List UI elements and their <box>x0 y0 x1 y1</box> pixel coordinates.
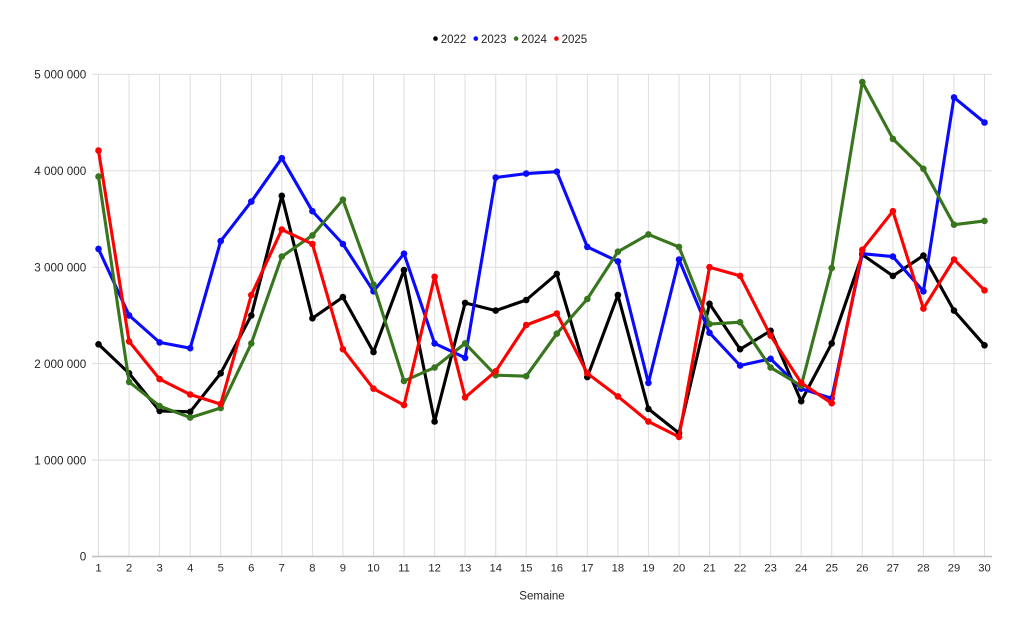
svg-text:2 000 000: 2 000 000 <box>34 358 86 371</box>
svg-text:0: 0 <box>80 551 87 564</box>
svg-text:22: 22 <box>734 563 746 575</box>
svg-text:Semaine: Semaine <box>519 591 564 603</box>
svg-text:7: 7 <box>279 563 285 575</box>
svg-text:19: 19 <box>642 563 654 575</box>
svg-text:4 000 000: 4 000 000 <box>34 165 86 178</box>
svg-text:3: 3 <box>156 563 162 575</box>
svg-text:14: 14 <box>489 563 501 575</box>
svg-text:4: 4 <box>187 563 193 575</box>
svg-text:23: 23 <box>764 563 776 575</box>
svg-text:5 000 000: 5 000 000 <box>34 69 86 82</box>
svg-text:21: 21 <box>703 563 715 575</box>
svg-text:2: 2 <box>126 563 132 575</box>
svg-text:2023: 2023 <box>481 34 507 46</box>
svg-text:30: 30 <box>978 563 990 575</box>
svg-text:17: 17 <box>581 563 593 575</box>
svg-text:29: 29 <box>948 563 960 575</box>
svg-text:24: 24 <box>795 563 807 575</box>
svg-text:1: 1 <box>95 563 101 575</box>
svg-text:10: 10 <box>367 563 379 575</box>
svg-text:2025: 2025 <box>562 34 588 46</box>
svg-text:3 000 000: 3 000 000 <box>34 261 86 274</box>
svg-text:18: 18 <box>612 563 624 575</box>
svg-text:28: 28 <box>917 563 929 575</box>
svg-text:26: 26 <box>856 563 868 575</box>
svg-text:6: 6 <box>248 563 254 575</box>
svg-text:8: 8 <box>309 563 315 575</box>
svg-text:13: 13 <box>459 563 471 575</box>
svg-text:9: 9 <box>340 563 346 575</box>
svg-text:1 000 000: 1 000 000 <box>34 454 86 467</box>
svg-text:2022: 2022 <box>441 34 467 46</box>
svg-text:20: 20 <box>673 563 685 575</box>
svg-text:27: 27 <box>887 563 899 575</box>
svg-text:25: 25 <box>825 563 837 575</box>
svg-text:11: 11 <box>398 563 410 575</box>
svg-text:2024: 2024 <box>521 34 547 46</box>
svg-text:12: 12 <box>428 563 440 575</box>
svg-text:15: 15 <box>520 563 532 575</box>
svg-text:16: 16 <box>551 563 563 575</box>
svg-text:5: 5 <box>218 563 224 575</box>
